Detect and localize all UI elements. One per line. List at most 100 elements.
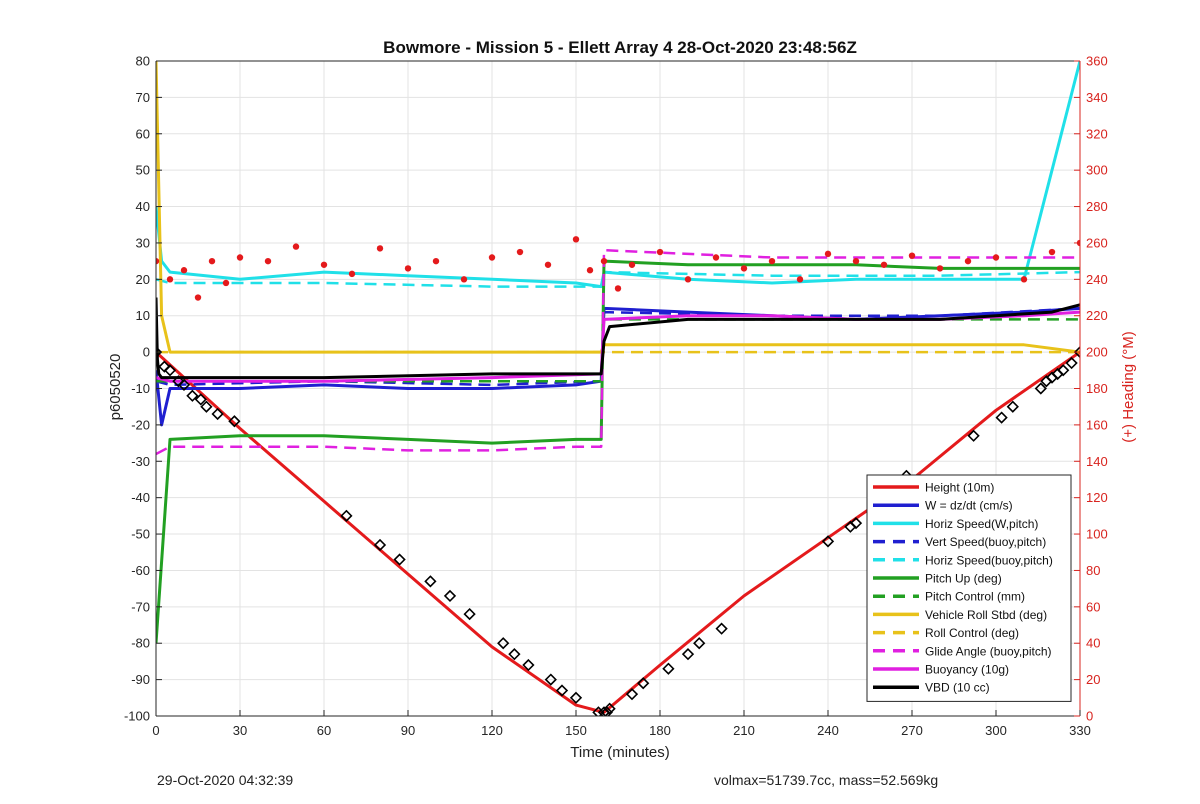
legend-entry: Horiz Speed(W,pitch) <box>925 517 1038 531</box>
heading-point <box>166 276 174 283</box>
y2-tick-label: 220 <box>1086 308 1108 323</box>
y2-tick-label: 60 <box>1086 599 1100 614</box>
heading-point <box>992 254 1000 261</box>
marker-diamond <box>544 673 557 686</box>
heading-point <box>768 257 776 265</box>
series-line-vbd-10-cc <box>156 297 1080 380</box>
heading-point <box>964 257 972 265</box>
heading-point <box>852 257 860 265</box>
marker-diamond <box>555 684 569 697</box>
y2-tick-label: 240 <box>1086 272 1108 287</box>
marker-diamond <box>715 622 728 635</box>
heading-point <box>222 279 230 287</box>
heading-point <box>740 265 748 272</box>
x-tick-label: 330 <box>1069 723 1091 738</box>
heading-point <box>712 254 720 261</box>
y2-tick-label: 340 <box>1086 90 1108 105</box>
marker-diamond <box>603 702 616 715</box>
y-tick-label: 70 <box>136 90 150 105</box>
x-tick-label: 30 <box>233 723 247 738</box>
legend-entry: Height (10m) <box>925 481 994 495</box>
y-tick-label: 80 <box>136 54 150 69</box>
marker-diamond <box>662 662 675 675</box>
y2-tick-label: 360 <box>1086 54 1108 69</box>
marker-diamond <box>373 538 387 552</box>
marker-diamond <box>497 637 510 650</box>
y-tick-label: -70 <box>131 599 150 614</box>
series-line-w-dz-dt-cm-s <box>156 306 1080 427</box>
y2-tick-label: 160 <box>1086 417 1108 432</box>
heading-point <box>320 261 328 268</box>
marker-diamond <box>1006 400 1019 413</box>
marker-diamond <box>821 535 835 548</box>
y-tick-label: 0 <box>143 345 150 360</box>
y2-tick-label: 320 <box>1086 126 1108 141</box>
y-tick-label: 50 <box>136 163 150 178</box>
x-tick-label: 300 <box>985 723 1007 738</box>
heading-point <box>516 248 524 256</box>
marker-diamond <box>693 637 706 650</box>
legend-entry: VBD (10 cc) <box>925 681 990 695</box>
marker-diamond <box>443 589 457 603</box>
y2-axis-label: (+) Heading (°M) <box>1120 331 1137 442</box>
heading-point <box>824 250 832 258</box>
x-tick-label: 210 <box>733 723 755 738</box>
chart-title: Bowmore - Mission 5 - Ellett Array 4 28-… <box>383 38 857 57</box>
x-tick-label: 120 <box>481 723 503 738</box>
marker-diamond <box>177 378 191 391</box>
marker-diamond <box>158 360 171 373</box>
marker-diamond <box>163 364 177 377</box>
y2-tick-label: 80 <box>1086 563 1100 578</box>
heading-point <box>796 276 804 283</box>
x-tick-label: 270 <box>901 723 923 738</box>
y2-tick-label: 200 <box>1086 345 1108 360</box>
heading-point <box>628 261 636 268</box>
marker-diamond <box>393 553 406 566</box>
marker-diamond <box>200 400 213 413</box>
heading-point <box>432 257 440 265</box>
legend: Height (10m) W = dz/dt (cm/s) Horiz Speed(… <box>866 474 1072 702</box>
marker-diamond <box>211 407 224 421</box>
marker-diamond <box>186 389 199 402</box>
heading-point <box>880 261 888 268</box>
marker-diamond <box>228 415 241 428</box>
marker-diamond <box>1034 382 1047 395</box>
marker-diamond <box>637 677 650 690</box>
x-tick-label: 60 <box>317 723 331 738</box>
heading-point <box>208 257 216 265</box>
y2-tick-label: 280 <box>1086 199 1108 214</box>
legend-entry: Vehicle Roll Stbd (deg) <box>925 608 1047 622</box>
heading-point <box>936 265 944 272</box>
marker-diamond <box>1073 345 1080 359</box>
heading-point <box>292 243 300 250</box>
heading-point <box>1048 248 1056 256</box>
x-tick-label: 150 <box>565 723 587 738</box>
heading-point <box>544 261 552 268</box>
y-axis-label: p6050520 <box>107 354 124 421</box>
y-tick-label: -40 <box>131 490 150 505</box>
legend-entry: W = dz/dt (cm/s) <box>925 499 1013 513</box>
legend-entry: Pitch Up (deg) <box>925 572 1002 586</box>
x-tick-label: 90 <box>401 723 415 738</box>
y-tick-label: -60 <box>131 563 150 578</box>
y-tick-label: 60 <box>136 126 150 141</box>
marker-diamond <box>681 648 695 661</box>
x-tick-label: 0 <box>152 723 159 738</box>
y2-tick-label: 140 <box>1086 454 1108 469</box>
heading-point <box>460 276 468 283</box>
heading-point <box>908 252 916 259</box>
marker-diamond <box>967 429 980 442</box>
heading-point <box>1020 276 1028 283</box>
y-tick-label: -50 <box>131 527 150 542</box>
heading-point <box>586 267 594 274</box>
heading-point <box>684 276 692 283</box>
footer-vehicle-info: volmax=51739.7cc, mass=52.569kg <box>714 772 939 788</box>
x-axis-label: Time (minutes) <box>570 744 669 761</box>
legend-entry: Vert Speed(buoy,pitch) <box>925 535 1046 549</box>
series-line-horiz-speed-w-pitch <box>156 61 1080 289</box>
series-line-horiz-speed-buoy-pitch <box>156 270 1080 288</box>
y-tick-label: 10 <box>136 308 150 323</box>
y2-tick-label: 180 <box>1086 381 1108 396</box>
legend-entry: Horiz Speed(buoy,pitch) <box>925 553 1053 567</box>
